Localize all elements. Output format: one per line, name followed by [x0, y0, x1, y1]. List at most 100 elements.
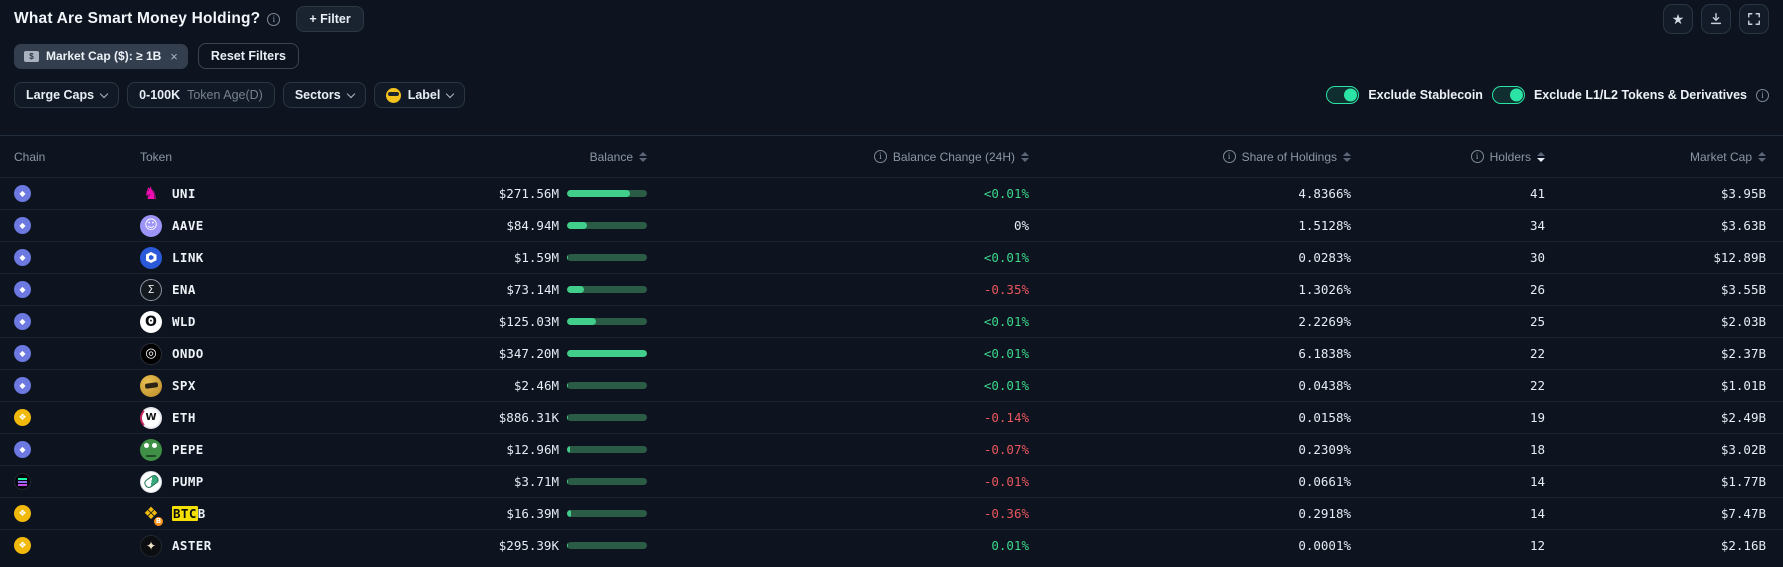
- token-symbol[interactable]: PUMP: [172, 474, 204, 489]
- column-header-share-of-holdings[interactable]: Share of Holdings: [1029, 150, 1351, 164]
- exclude-stablecoin-toggle[interactable]: [1326, 86, 1360, 104]
- holders-value: 30: [1529, 250, 1545, 265]
- token-cell[interactable]: W ETH: [126, 406, 347, 429]
- token-cell[interactable]: ❖ BTCB: [126, 503, 347, 526]
- market-cap-dropdown[interactable]: Large Caps: [14, 82, 120, 108]
- holders-cell: 30: [1351, 250, 1545, 265]
- reset-filters-button[interactable]: Reset Filters: [197, 43, 299, 69]
- table-row[interactable]: SPX $2.46M <0.01% 0.0438% 22 $1.01B: [0, 369, 1783, 401]
- token-cell[interactable]: LINK: [126, 246, 347, 269]
- balance-bar-fill: [567, 510, 572, 517]
- balance-value: $295.39K: [498, 538, 559, 553]
- token-age-dropdown[interactable]: 0-100K Token Age(D): [127, 82, 275, 108]
- token-symbol[interactable]: AAVE: [172, 218, 204, 233]
- token-symbol[interactable]: LINK: [172, 250, 204, 265]
- balance-change-value: <0.01%: [983, 250, 1029, 265]
- table-row[interactable]: PUMP $3.71M -0.01% 0.0661% 14 $1.77B: [0, 465, 1783, 497]
- token-cell[interactable]: ✦ ASTER: [126, 534, 347, 557]
- info-icon[interactable]: [1470, 150, 1484, 163]
- table-row[interactable]: Σ ENA $73.14M -0.35% 1.3026% 26 $3.55B: [0, 273, 1783, 305]
- table-row[interactable]: ❖ BTCB $16.39M -0.36% 0.2918% 14 $7.47B: [0, 497, 1783, 529]
- column-header-balance[interactable]: Balance: [347, 150, 647, 164]
- market-cap-value: $7.47B: [1720, 506, 1766, 521]
- download-icon: [1710, 13, 1722, 25]
- column-header-balance-change[interactable]: Balance Change (24H): [647, 150, 1029, 164]
- token-symbol[interactable]: WLD: [172, 314, 196, 329]
- token-symbol[interactable]: ASTER: [172, 538, 212, 553]
- market-cap-value: $2.49B: [1720, 410, 1766, 425]
- token-symbol[interactable]: BTCB: [172, 506, 206, 521]
- market-cap-filter-chip[interactable]: Market Cap ($): ≥ 1B ×: [14, 43, 188, 69]
- token-symbol[interactable]: ONDO: [172, 346, 204, 361]
- chain-icon-ethereum: [14, 345, 31, 362]
- table-row[interactable]: ✦ ASTER $295.39K 0.01% 0.0001% 12 $2.16B: [0, 529, 1783, 561]
- table-row[interactable]: ♞ UNI $271.56M <0.01% 4.8366% 41 $3.95B: [0, 177, 1783, 209]
- balance-bar: [567, 542, 647, 549]
- chain-cell: [0, 505, 126, 522]
- balance-change-value: <0.01%: [983, 346, 1029, 361]
- share-of-holdings-value: 1.3026%: [1298, 282, 1351, 297]
- balance-value: $16.39M: [506, 506, 559, 521]
- token-symbol[interactable]: UNI: [172, 186, 196, 201]
- token-symbol[interactable]: PEPE: [172, 442, 204, 457]
- token-symbol[interactable]: ENA: [172, 282, 196, 297]
- table-header: Chain Token Balance Balance Change (24H)…: [0, 136, 1783, 177]
- info-icon[interactable]: [873, 150, 887, 163]
- column-header-holders[interactable]: Holders: [1351, 150, 1545, 164]
- token-symbol[interactable]: SPX: [172, 378, 196, 393]
- balance-value: $2.46M: [513, 378, 559, 393]
- info-icon[interactable]: [1222, 150, 1236, 163]
- chain-icon-solana: [14, 473, 31, 490]
- share-cell: 0.0001%: [1029, 538, 1351, 553]
- balance-change-value: -0.07%: [983, 442, 1029, 457]
- table-row[interactable]: ☺ AAVE $84.94M 0% 1.5128% 34 $3.63B: [0, 209, 1783, 241]
- active-filters-row: Market Cap ($): ≥ 1B × Reset Filters: [0, 43, 1783, 69]
- balance-bar: [567, 350, 647, 357]
- balance-change-value: 0.01%: [991, 538, 1029, 553]
- token-cell[interactable]: Σ ENA: [126, 278, 347, 301]
- token-symbol[interactable]: ETH: [172, 410, 196, 425]
- market-cap-value: $2.37B: [1720, 346, 1766, 361]
- close-icon[interactable]: ×: [170, 48, 178, 64]
- market-cap-cell: $2.37B: [1545, 346, 1783, 361]
- balance-cell: $886.31K: [347, 410, 647, 425]
- token-cell[interactable]: SPX: [126, 374, 347, 397]
- fullscreen-button[interactable]: [1739, 4, 1769, 34]
- market-cap-cell: $3.95B: [1545, 186, 1783, 201]
- column-header-market-cap[interactable]: Market Cap: [1545, 150, 1783, 164]
- table-row[interactable]: LINK $1.59M <0.01% 0.0283% 30 $12.89B: [0, 241, 1783, 273]
- holders-value: 14: [1529, 506, 1545, 521]
- token-cell[interactable]: ♞ UNI: [126, 183, 347, 205]
- info-icon[interactable]: [1756, 88, 1769, 102]
- token-cell[interactable]: ◎ ONDO: [126, 342, 347, 365]
- token-cell[interactable]: ʘ WLD: [126, 310, 347, 333]
- fullscreen-icon: [1748, 13, 1760, 25]
- favorite-button[interactable]: ★: [1663, 4, 1693, 34]
- token-cell[interactable]: ☺ AAVE: [126, 214, 347, 237]
- table-row[interactable]: PEPE $12.96M -0.07% 0.2309% 18 $3.02B: [0, 433, 1783, 465]
- filter-button[interactable]: + Filter: [296, 6, 364, 32]
- chain-icon-ethereum: [14, 217, 31, 234]
- share-of-holdings-value: 0.0438%: [1298, 378, 1351, 393]
- sectors-dropdown[interactable]: Sectors: [282, 82, 366, 108]
- balance-bar: [567, 190, 647, 197]
- share-cell: 0.0158%: [1029, 410, 1351, 425]
- table-row[interactable]: ◎ ONDO $347.20M <0.01% 6.1838% 22 $2.37B: [0, 337, 1783, 369]
- token-cell[interactable]: PUMP: [126, 470, 347, 493]
- sort-icon-descending: [1537, 151, 1545, 162]
- market-cap-cell: $3.63B: [1545, 218, 1783, 233]
- holders-cell: 41: [1351, 186, 1545, 201]
- balance-bar: [567, 478, 647, 485]
- holders-value: 26: [1529, 282, 1545, 297]
- balance-change-cell: <0.01%: [647, 250, 1029, 265]
- balance-bar-fill: [567, 382, 569, 389]
- info-icon[interactable]: [267, 12, 281, 26]
- token-cell[interactable]: PEPE: [126, 438, 347, 461]
- download-button[interactable]: [1701, 4, 1731, 34]
- table-row[interactable]: W ETH $886.31K -0.14% 0.0158% 19 $2.49B: [0, 401, 1783, 433]
- table-row[interactable]: ʘ WLD $125.03M <0.01% 2.2269% 25 $2.03B: [0, 305, 1783, 337]
- label-dropdown[interactable]: Label: [373, 82, 466, 108]
- exclude-l1l2-toggle[interactable]: [1491, 86, 1525, 104]
- holders-value: 19: [1529, 410, 1545, 425]
- balance-value: $73.14M: [506, 282, 559, 297]
